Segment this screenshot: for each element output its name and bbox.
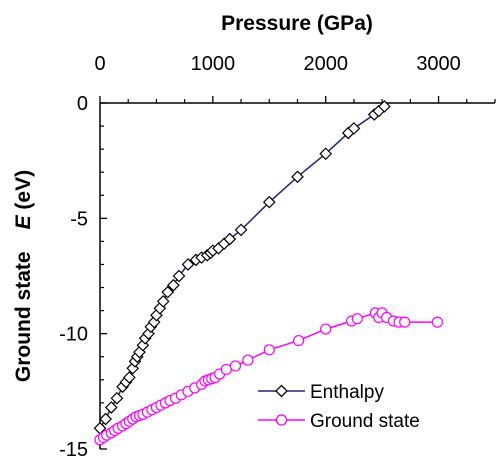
enthalpy-point xyxy=(181,258,195,271)
enthalpy-point xyxy=(161,285,175,299)
enthalpy-point xyxy=(172,269,186,283)
y-axis-title-unit: (eV) xyxy=(12,170,35,216)
y-axis-title-ground-state: Ground state xyxy=(12,251,35,382)
enthalpy-point xyxy=(234,223,248,237)
enthalpy-point xyxy=(136,338,150,352)
legend-ground-state-marker xyxy=(275,414,288,426)
legend-enthalpy-label: Enthalpy xyxy=(310,382,384,403)
x-ticks: 0 1000 2000 3000 xyxy=(94,53,496,103)
y-tick-label: 0 xyxy=(77,93,88,115)
x-tick-label: 1000 xyxy=(191,53,236,75)
enthalpy-point xyxy=(110,391,124,405)
ground-state-point xyxy=(293,334,305,347)
enthalpy-point xyxy=(319,147,333,161)
ground-state-point xyxy=(431,316,444,328)
y-axis-title-e: E xyxy=(12,214,35,229)
enthalpy-point xyxy=(126,361,140,375)
ground-state-point xyxy=(263,344,275,356)
y-ticks: 0 -5 -10 -15 xyxy=(59,93,107,458)
enthalpy-point xyxy=(156,295,170,308)
y-tick-label: -5 xyxy=(70,208,88,230)
y-axis-title: Ground state E (eV) xyxy=(12,170,35,382)
x-axis-title: Pressure (GPa) xyxy=(221,12,373,35)
legend-enthalpy-marker xyxy=(275,384,288,398)
enthalpy-point xyxy=(122,371,136,384)
enthalpy-point xyxy=(99,412,112,426)
legend: Enthalpy Ground state xyxy=(258,382,420,432)
enthalpy-point xyxy=(104,401,118,414)
x-tick-label: 3000 xyxy=(416,53,461,75)
enthalpy-series-line xyxy=(99,105,385,429)
x-tick-label: 0 xyxy=(94,53,105,75)
ground-state-point xyxy=(242,354,254,366)
x-tick-label: 2000 xyxy=(303,53,348,75)
enthalpy-point xyxy=(291,170,304,184)
enthalpy-point xyxy=(223,232,237,246)
enthalpy-point xyxy=(262,195,276,209)
enthalpy-point xyxy=(378,100,391,113)
ground-state-point xyxy=(399,316,411,328)
series-layer xyxy=(93,100,444,446)
ground-state-point xyxy=(320,323,332,335)
enthalpy-point xyxy=(167,278,180,292)
ground-state-point xyxy=(351,313,363,325)
ground-state-point xyxy=(229,360,242,372)
legend-ground-state-label: Ground state xyxy=(310,411,420,432)
y-tick-label: -15 xyxy=(59,439,88,458)
y-tick-label: -10 xyxy=(59,324,88,346)
enthalpy-point xyxy=(142,327,155,341)
enthalpy-point xyxy=(347,122,361,135)
